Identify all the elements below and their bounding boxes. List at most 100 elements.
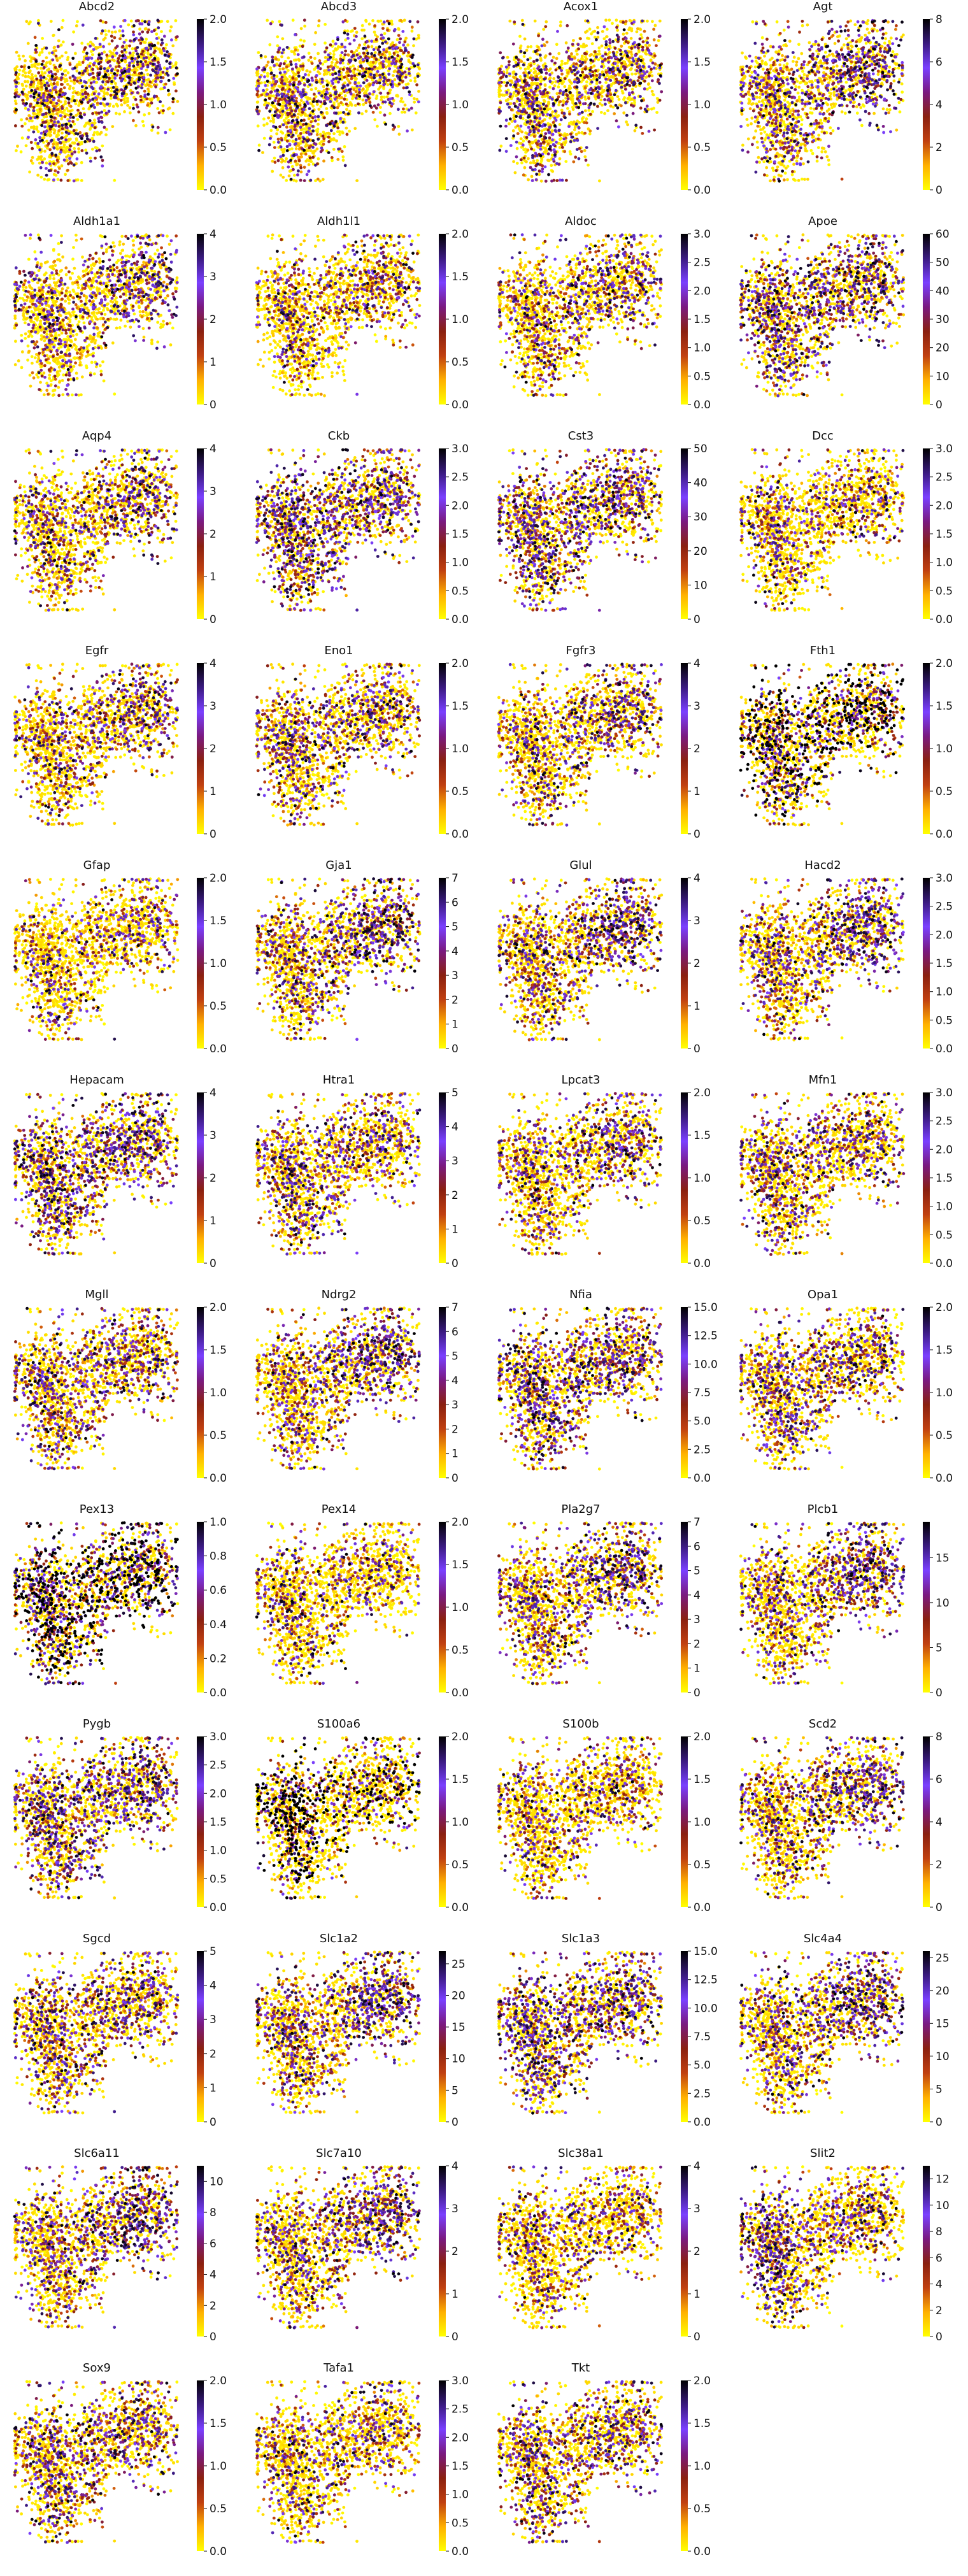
cell-point (317, 70, 320, 73)
cell-point (338, 73, 341, 76)
cell-point (299, 39, 302, 42)
cell-point (331, 156, 334, 159)
cell-point (93, 106, 96, 109)
cell-point (30, 78, 33, 81)
cell-point (383, 20, 386, 24)
cell-point (48, 169, 51, 172)
cell-point (53, 169, 57, 173)
cell-point (268, 110, 271, 113)
cell-point (261, 151, 264, 154)
cell-point (321, 81, 324, 84)
cell-point (176, 72, 179, 75)
cell-point (650, 71, 653, 74)
cell-point (75, 114, 78, 117)
cell-point (13, 96, 17, 99)
cell-point (379, 76, 382, 79)
cell-point (523, 38, 527, 41)
cell-point (350, 50, 353, 54)
cell-point (381, 42, 384, 45)
cell-point (559, 100, 562, 103)
cell-point (411, 25, 414, 29)
cell-point (145, 69, 148, 72)
cell-point (286, 145, 289, 148)
cell-point (327, 132, 331, 135)
cell-point (97, 78, 100, 81)
cell-point (625, 120, 628, 124)
cell-point (45, 162, 48, 165)
cell-point (505, 84, 508, 87)
cell-point (155, 32, 158, 36)
cell-point (563, 85, 566, 89)
cell-point (143, 20, 146, 24)
cell-point (43, 120, 46, 124)
cell-point (596, 26, 599, 29)
cell-point (146, 73, 150, 76)
cell-point (349, 70, 352, 73)
cell-point (574, 155, 577, 159)
cell-point (272, 118, 275, 122)
cell-point (113, 96, 117, 99)
cell-point (57, 178, 60, 181)
cell-point (24, 75, 27, 78)
cell-point (256, 93, 259, 96)
cell-point (346, 67, 349, 70)
cell-point (562, 104, 565, 107)
cell-point (344, 50, 347, 53)
cell-point (285, 125, 288, 129)
cell-point (273, 64, 276, 67)
cell-point (353, 27, 357, 30)
cell-point (91, 53, 94, 56)
cell-point (417, 90, 420, 93)
cell-point (650, 75, 653, 78)
cell-point (131, 92, 134, 95)
cell-point (368, 92, 371, 96)
cell-point (135, 20, 138, 23)
cell-point (166, 72, 169, 75)
cell-point (561, 82, 564, 85)
cell-point (653, 38, 656, 41)
cell-point (551, 110, 554, 113)
cell-point (522, 148, 525, 152)
cell-point (129, 52, 132, 55)
cell-point (132, 64, 135, 68)
cell-point (353, 74, 357, 77)
cell-point (15, 102, 18, 105)
cell-point (287, 134, 290, 137)
colorbar (439, 19, 446, 190)
cell-point (308, 147, 311, 150)
cell-point (620, 45, 623, 48)
cell-point (43, 71, 46, 75)
cell-point (47, 68, 50, 71)
cell-point (43, 178, 46, 181)
cell-point (94, 37, 97, 40)
cell-point (134, 87, 138, 90)
cell-point (20, 125, 24, 128)
cell-point (381, 27, 385, 30)
cell-point (264, 98, 267, 101)
cell-point (70, 99, 73, 103)
cell-point (522, 89, 525, 92)
cell-point (159, 68, 162, 71)
cell-point (286, 149, 289, 152)
cell-point (69, 116, 72, 119)
cell-point (357, 111, 360, 115)
cell-point (413, 76, 416, 80)
cell-point (48, 148, 52, 152)
cell-point (281, 176, 285, 179)
cell-point (52, 162, 55, 166)
cell-point (311, 146, 315, 149)
cell-point (564, 134, 567, 137)
cell-point (369, 73, 373, 76)
cell-point (257, 80, 260, 83)
cell-point (416, 75, 420, 78)
cell-point (323, 117, 326, 120)
cell-point (39, 166, 43, 169)
cell-point (311, 79, 314, 82)
cell-point (313, 97, 316, 101)
cell-point (97, 117, 100, 120)
cell-point (174, 89, 178, 92)
cell-point (274, 126, 278, 129)
cell-point (329, 56, 332, 59)
cell-point (516, 124, 520, 127)
cell-point (162, 49, 166, 52)
